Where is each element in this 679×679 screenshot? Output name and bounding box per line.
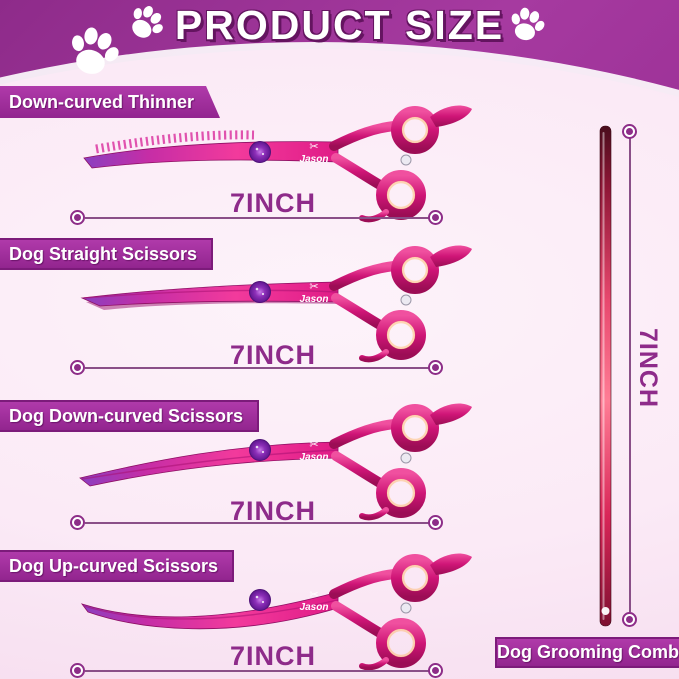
scissors-image-straight: ✂ Jason bbox=[80, 245, 472, 363]
measure-line bbox=[85, 217, 429, 219]
scissors-screw-icon bbox=[249, 439, 271, 461]
product-label: Down-curved Thinner bbox=[0, 86, 220, 118]
comb-spine bbox=[599, 125, 612, 627]
comb-size-label: 7INCH bbox=[634, 327, 662, 408]
measure-endpoint-icon bbox=[622, 612, 637, 627]
comb-hole bbox=[601, 607, 610, 615]
measure-endpoint-icon bbox=[428, 360, 443, 375]
comb-teeth bbox=[518, 136, 603, 624]
measure-endpoint-icon bbox=[70, 360, 85, 375]
straight-blade bbox=[80, 281, 339, 310]
product-label: Dog Up-curved Scissors bbox=[0, 550, 235, 582]
measure-endpoint-icon bbox=[428, 210, 443, 225]
product-label: Dog Straight Scissors bbox=[0, 238, 214, 270]
measure-line bbox=[85, 522, 429, 524]
brand-name: Jason bbox=[300, 452, 329, 463]
scissors-screw-icon bbox=[249, 281, 271, 303]
measure-endpoint-icon bbox=[70, 663, 85, 678]
scissors-image-down-curved-thinner: ✂ Jason bbox=[83, 105, 472, 223]
scissors-stopper-ball bbox=[400, 452, 412, 464]
size-label: 7INCH bbox=[229, 340, 316, 370]
scissors-stopper-ball bbox=[400, 154, 412, 166]
down-curved-blade bbox=[79, 441, 339, 487]
brand-name: Jason bbox=[300, 602, 329, 613]
measure-endpoint-icon bbox=[428, 663, 443, 678]
page-title: PRODUCT SIZE bbox=[174, 2, 505, 48]
brand-name: Jason bbox=[300, 154, 329, 165]
scissors-logo-icon: ✂ bbox=[309, 141, 318, 153]
measure-endpoint-icon bbox=[622, 124, 637, 139]
size-label: 7INCH bbox=[229, 496, 316, 526]
scissors-stopper-ball bbox=[400, 294, 412, 306]
scissors-screw-icon bbox=[249, 141, 271, 163]
scissors-logo-icon: ✂ bbox=[309, 439, 318, 451]
scissors-image-up-curved: ✂ Jason bbox=[80, 553, 472, 671]
measure-endpoint-icon bbox=[70, 210, 85, 225]
measure-endpoint-icon bbox=[70, 515, 85, 530]
scissors-logo-icon: ✂ bbox=[309, 589, 318, 601]
size-label: 7INCH bbox=[229, 641, 316, 671]
measure-line bbox=[85, 367, 429, 369]
comb-image bbox=[518, 125, 612, 627]
scissors-stopper-ball bbox=[400, 602, 412, 614]
comb-label: Dog Grooming Comb bbox=[495, 637, 679, 668]
scissors-logo-icon: ✂ bbox=[309, 281, 318, 293]
measure-endpoint-icon bbox=[428, 515, 443, 530]
scissors-screw-icon bbox=[249, 589, 271, 611]
brand-name: Jason bbox=[300, 294, 329, 305]
measure-line bbox=[85, 670, 429, 672]
product-label: Dog Down-curved Scissors bbox=[0, 400, 260, 432]
comb-measure-line bbox=[629, 138, 631, 612]
scissors-image-down-curved: ✂ Jason bbox=[79, 403, 472, 521]
size-label: 7INCH bbox=[229, 188, 316, 218]
